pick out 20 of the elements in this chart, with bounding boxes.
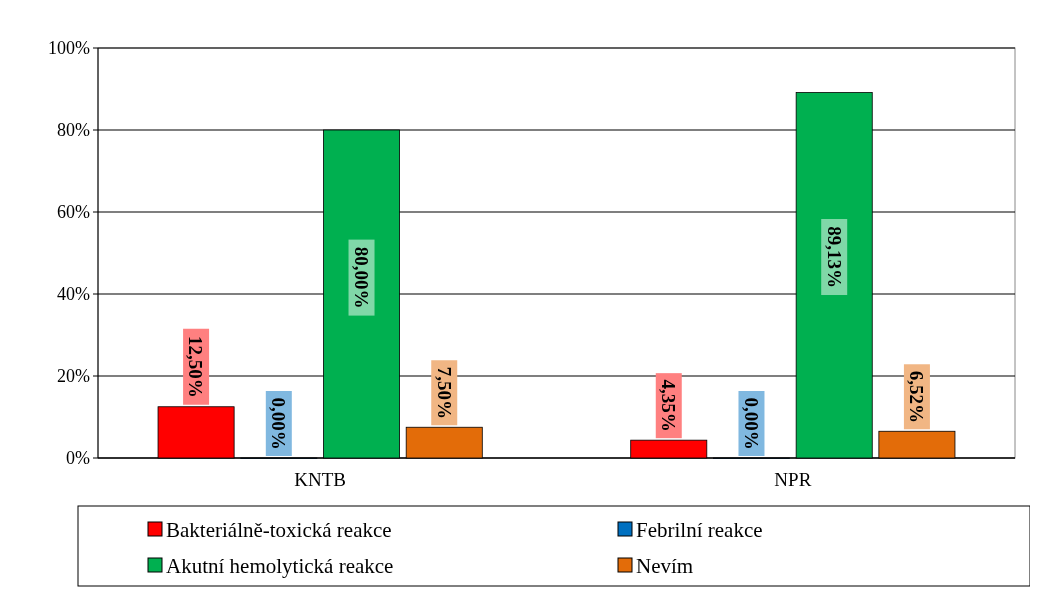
y-tick-label: 60% bbox=[57, 202, 90, 223]
data-label: 0,00% bbox=[268, 397, 290, 450]
x-tick-label: NPR bbox=[774, 469, 812, 490]
y-tick-label: 40% bbox=[57, 284, 90, 305]
data-label: 0,00% bbox=[740, 397, 762, 450]
y-tick-label: 100% bbox=[48, 38, 90, 59]
legend-label: Febrilní reakce bbox=[636, 518, 763, 543]
data-label: 7,50% bbox=[433, 366, 455, 419]
data-label: 80,00% bbox=[350, 246, 372, 309]
legend-label: Akutní hemolytická reakce bbox=[166, 554, 394, 579]
legend-label: Bakteriálně-toxická reakce bbox=[166, 518, 392, 543]
data-label: 6,52% bbox=[906, 370, 928, 423]
data-label: 12,50% bbox=[185, 335, 207, 398]
data-label: 89,13% bbox=[823, 226, 845, 288]
y-tick-label: 80% bbox=[57, 120, 90, 141]
y-tick-label: 0% bbox=[66, 448, 90, 469]
y-tick-label: 20% bbox=[57, 366, 90, 387]
x-tick-label: KNTB bbox=[294, 469, 347, 490]
legend-label: Nevím bbox=[636, 554, 694, 579]
data-label: 4,35% bbox=[658, 379, 680, 432]
